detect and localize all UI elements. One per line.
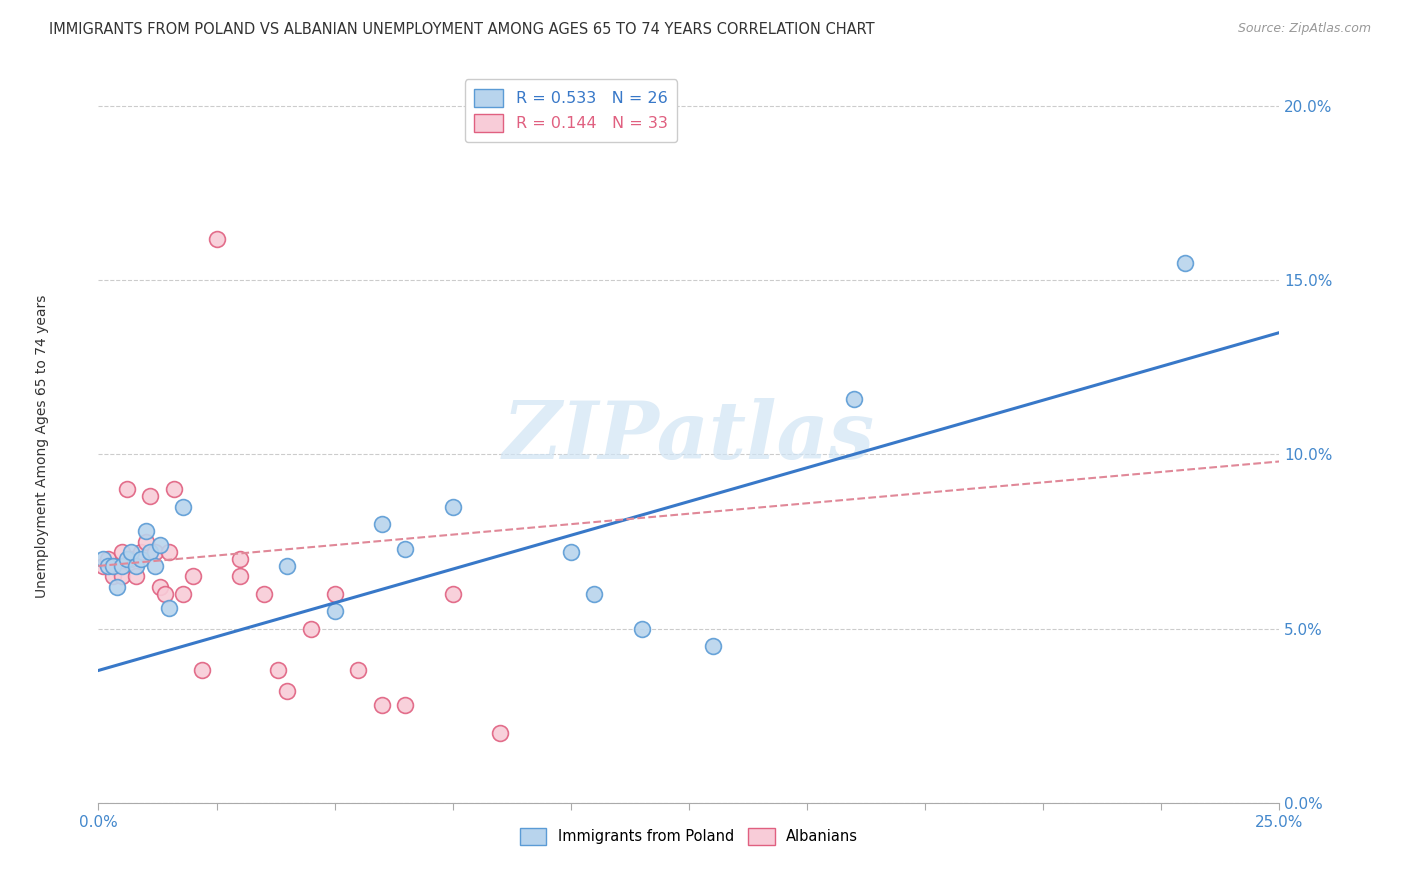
Point	[97, 552, 120, 566]
Point	[115, 552, 138, 566]
Point	[276, 684, 298, 698]
Point	[276, 558, 298, 573]
Text: Unemployment Among Ages 65 to 74 years: Unemployment Among Ages 65 to 74 years	[35, 294, 49, 598]
Point	[105, 580, 128, 594]
Point	[149, 580, 172, 594]
Point	[125, 558, 148, 573]
Point	[125, 569, 148, 583]
Legend: Immigrants from Poland, Albanians: Immigrants from Poland, Albanians	[513, 822, 865, 850]
Point	[91, 558, 114, 573]
Point	[111, 545, 134, 559]
Point	[121, 545, 143, 559]
Point	[111, 558, 134, 573]
Point	[105, 558, 128, 573]
Point	[844, 392, 866, 406]
Point	[371, 517, 394, 532]
Point	[191, 664, 214, 678]
Point	[129, 552, 152, 566]
Point	[143, 545, 166, 559]
Point	[163, 483, 186, 497]
Point	[129, 545, 152, 559]
Point	[267, 664, 290, 678]
Point	[121, 552, 143, 566]
Point	[139, 489, 162, 503]
Point	[299, 622, 322, 636]
Text: IMMIGRANTS FROM POLAND VS ALBANIAN UNEMPLOYMENT AMONG AGES 65 TO 74 YEARS CORREL: IMMIGRANTS FROM POLAND VS ALBANIAN UNEMP…	[49, 22, 875, 37]
Point	[91, 552, 114, 566]
Text: Source: ZipAtlas.com: Source: ZipAtlas.com	[1237, 22, 1371, 36]
Point	[115, 483, 138, 497]
Point	[205, 231, 228, 245]
Point	[143, 558, 166, 573]
Point	[253, 587, 276, 601]
Point	[347, 664, 370, 678]
Point	[149, 538, 172, 552]
Point	[101, 558, 124, 573]
Point	[441, 587, 464, 601]
Text: ZIPatlas: ZIPatlas	[503, 399, 875, 475]
Point	[229, 569, 252, 583]
Point	[135, 534, 157, 549]
Point	[323, 604, 346, 618]
Point	[1174, 256, 1197, 270]
Point	[323, 587, 346, 601]
Point	[630, 622, 652, 636]
Point	[181, 569, 204, 583]
Point	[702, 639, 724, 653]
Point	[394, 541, 416, 556]
Point	[371, 698, 394, 713]
Point	[441, 500, 464, 514]
Point	[101, 569, 124, 583]
Point	[139, 545, 162, 559]
Point	[172, 500, 194, 514]
Point	[229, 552, 252, 566]
Point	[153, 587, 176, 601]
Point	[157, 545, 180, 559]
Point	[111, 569, 134, 583]
Point	[135, 524, 157, 538]
Point	[489, 726, 512, 740]
Point	[157, 600, 180, 615]
Point	[560, 545, 582, 559]
Point	[172, 587, 194, 601]
Point	[394, 698, 416, 713]
Point	[97, 558, 120, 573]
Point	[583, 587, 606, 601]
